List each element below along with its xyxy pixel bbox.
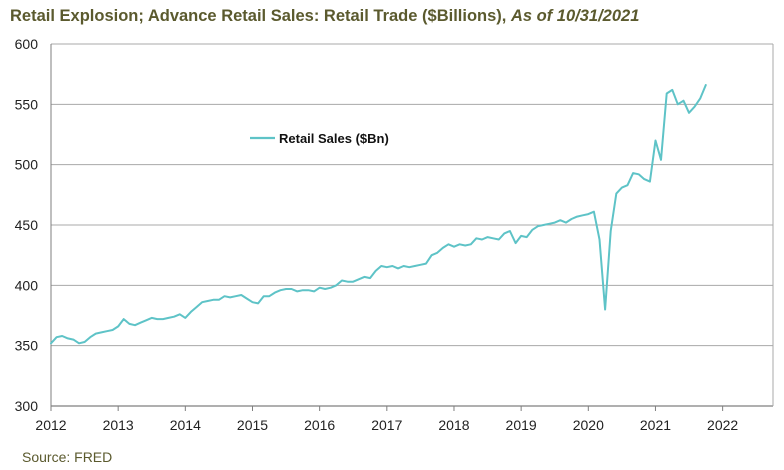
x-tick-label-2012: 2012 — [35, 417, 66, 433]
y-tick-label-600: 600 — [15, 36, 39, 52]
x-tick-label-2020: 2020 — [573, 417, 604, 433]
axes — [50, 44, 774, 411]
x-tick-label-2019: 2019 — [506, 417, 537, 433]
x-tick-label-2014: 2014 — [170, 417, 201, 433]
x-tick-label-2017: 2017 — [371, 417, 402, 433]
chart-title-main: Retail Explosion; Advance Retail Sales: … — [10, 7, 511, 25]
y-axis-tick-labels: 300 350 400 450 500 550 600 — [15, 36, 39, 414]
y-tick-label-550: 550 — [15, 96, 39, 112]
x-tick-label-2022: 2022 — [707, 417, 738, 433]
x-tick-label-2021: 2021 — [640, 417, 671, 433]
x-tick-label-2015: 2015 — [237, 417, 268, 433]
gridlines — [51, 43, 773, 347]
y-tick-label-350: 350 — [15, 338, 39, 354]
y-tick-label-400: 400 — [15, 277, 39, 293]
series-layer — [50, 84, 707, 345]
source-note: Source: FRED — [22, 449, 113, 465]
legend: Retail Sales ($Bn) — [250, 131, 389, 146]
y-tick-label-300: 300 — [15, 398, 39, 414]
x-axis-tick-labels: 2012 2013 2014 2015 2016 2017 2018 2019 2020 2021… — [35, 417, 738, 433]
series-line-retail-sales — [50, 84, 707, 345]
chart-title: Retail Explosion; Advance Retail Sales: … — [10, 7, 780, 26]
chart-title-date: As of 10/31/2021 — [510, 7, 640, 25]
legend-label: Retail Sales ($Bn) — [279, 131, 389, 146]
y-tick-label-500: 500 — [15, 157, 39, 173]
x-tick-label-2018: 2018 — [438, 417, 469, 433]
y-tick-label-450: 450 — [15, 217, 39, 233]
x-tick-label-2013: 2013 — [103, 417, 134, 433]
x-tick-label-2016: 2016 — [304, 417, 335, 433]
